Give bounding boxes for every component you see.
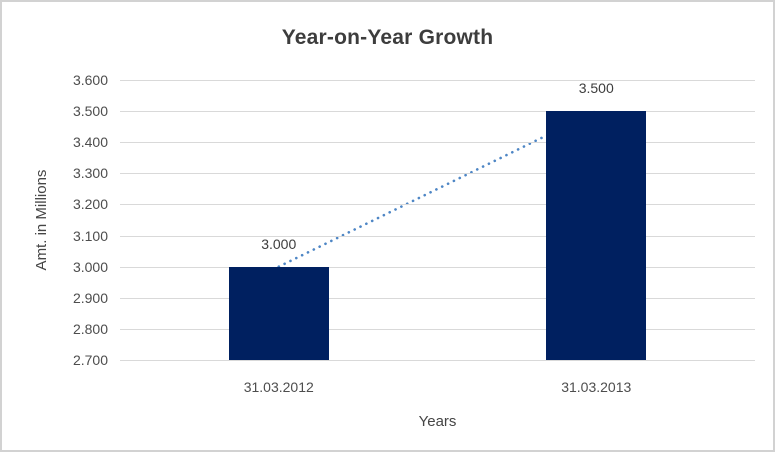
gridline <box>120 360 755 361</box>
gridline <box>120 80 755 81</box>
plot-area: 3.000 3.500 <box>120 80 755 361</box>
gridline <box>120 204 755 206</box>
y-tick-label: 2.800 <box>72 320 108 337</box>
y-tick-label: 2.900 <box>72 289 108 306</box>
gridline <box>120 297 755 299</box>
x-tick-label: 31.03.2013 <box>561 379 632 395</box>
y-tick-label: 3.000 <box>72 258 108 275</box>
gridline <box>120 235 755 237</box>
y-tick-label: 3.500 <box>72 103 108 120</box>
y-tick-label: 3.200 <box>72 196 108 213</box>
trendline <box>277 109 598 268</box>
x-axis-title: Years <box>418 413 457 430</box>
y-tick-label: 3.100 <box>72 227 108 244</box>
gridline <box>120 111 755 113</box>
gridline <box>120 173 755 175</box>
y-tick-label: 3.400 <box>72 134 108 151</box>
gridline <box>120 328 755 330</box>
x-tick-label: 31.03.2012 <box>243 379 314 395</box>
bar-data-label: 3.000 <box>261 235 297 252</box>
chart-title: Year-on-Year Growth <box>281 26 494 49</box>
y-tick-label: 3.600 <box>72 72 108 88</box>
bar-data-label: 3.500 <box>578 80 614 97</box>
bar <box>546 111 647 360</box>
gridline <box>120 142 755 144</box>
bar <box>228 266 329 360</box>
gridline <box>120 266 755 268</box>
y-tick-label: 2.700 <box>72 352 108 368</box>
y-tick-label: 3.300 <box>72 165 108 182</box>
